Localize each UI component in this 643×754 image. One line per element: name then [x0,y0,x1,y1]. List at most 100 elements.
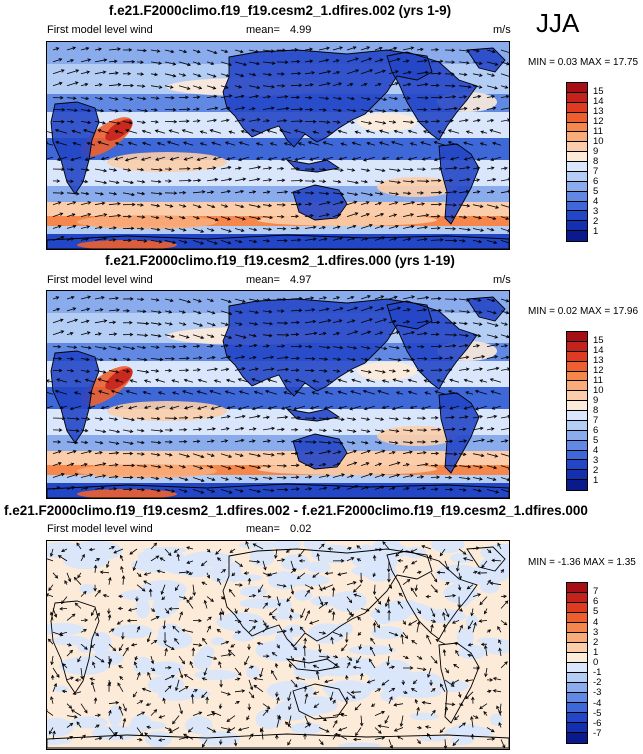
difference-patch [152,597,180,615]
wind-arrow-head [271,453,275,457]
wind-arrow-head [494,355,499,359]
wind-arrow-head [252,72,257,77]
wind-arrow-head [312,691,317,695]
wind-arrow-head [186,560,191,564]
wind-arrow-head [434,487,439,491]
wind-arrow [136,453,145,455]
wind-arrow-head [386,662,390,667]
wind-arrow-head [253,676,258,681]
wind-arrow [499,648,502,657]
wind-arrow [192,120,200,122]
wind-arrow [178,73,186,77]
wind-arrow [318,82,330,87]
wind-arrow [108,628,115,633]
wind-arrow [444,96,456,98]
wind-arrow-head [352,224,357,229]
wind-speed-patch [107,401,227,421]
wind-arrow [214,379,222,383]
wind-arrow-head [397,358,402,362]
wind-arrow-head [197,310,202,315]
wind-arrow [444,679,455,687]
wind-arrow [108,577,111,585]
wind-arrow [164,643,175,650]
wind-arrow [346,46,357,51]
wind-arrow [458,322,468,325]
wind-arrow [444,167,457,170]
wind-arrow [346,97,355,100]
wind-arrow-head [266,119,270,123]
colorbar-swatch [567,653,587,663]
wind-arrow [251,378,264,383]
wind-arrow-head [268,611,273,616]
wind-arrow [374,737,385,740]
wind-arrow-head [55,47,60,51]
wind-arrow [435,639,446,645]
wind-arrow [290,584,294,595]
wind-arrow-head [435,47,439,52]
wind-arrow [234,310,243,314]
wind-arrow-head [358,646,362,650]
wind-arrow [402,632,408,639]
wind-arrow [192,416,203,419]
wind-arrow-head [105,564,110,569]
wind-arrow [220,310,232,315]
wind-arrow-head [434,589,438,593]
wind-arrow [290,643,297,651]
wind-arrow [164,334,175,338]
colorbar-swatch [567,231,587,241]
wind-arrow-head [420,475,425,479]
wind-arrow-head [280,214,285,219]
wind-arrow-head [82,128,87,133]
wind-arrow-head [56,307,61,312]
wind-arrow-head [478,488,482,493]
wind-arrow-head [146,638,151,643]
wind-arrow [142,142,152,146]
wind-arrow [360,109,373,113]
wind-arrow [197,390,208,395]
wind-arrow-head [271,670,275,674]
wind-arrow [80,225,90,229]
wind-arrow-head [60,191,65,195]
wind-arrow-head [338,727,342,732]
wind-arrow [394,727,404,732]
wind-arrow [437,379,446,383]
wind-arrow-head [359,579,364,584]
season-label: JJA [536,8,580,38]
wind-arrow [192,477,205,482]
wind-arrow-head [505,298,509,303]
wind-arrow-head [334,720,338,724]
wind-arrow [458,548,467,555]
wind-arrow [192,204,202,208]
panel-1-wind-map [46,41,510,250]
wind-arrow [71,709,82,716]
wind-arrow-head [331,586,336,591]
difference-patch [157,623,184,643]
wind-arrow-head [402,621,406,625]
wind-arrow-head [131,59,136,64]
wind-arrow [248,85,260,89]
wind-arrow [238,727,250,731]
wind-arrow [346,691,356,699]
wind-arrow-head [241,465,246,470]
wind-arrow-head [199,415,204,420]
wind-arrow-head [330,636,334,641]
wind-arrow-head [478,322,483,326]
wind-arrow-head [408,70,412,75]
wind-arrow-head [316,552,320,557]
wind-arrow-head [239,489,244,493]
wind-arrow-head [115,71,119,75]
wind-arrow [304,226,316,229]
wind-arrow-head [212,74,217,78]
colorbar-tick-label: 5 [593,435,599,446]
wind-arrow-head [438,166,443,171]
wind-arrow [172,391,180,395]
colorbar-tick-label: 6 [593,425,599,436]
wind-arrow-head [196,49,201,54]
wind-arrow-head [357,632,362,636]
wind-arrow-head [357,616,361,621]
wind-arrow [66,450,77,455]
wind-arrow-head [345,696,349,700]
wind-arrow-head [393,237,398,241]
wind-arrow-head [102,370,107,374]
wind-arrow [458,298,470,301]
